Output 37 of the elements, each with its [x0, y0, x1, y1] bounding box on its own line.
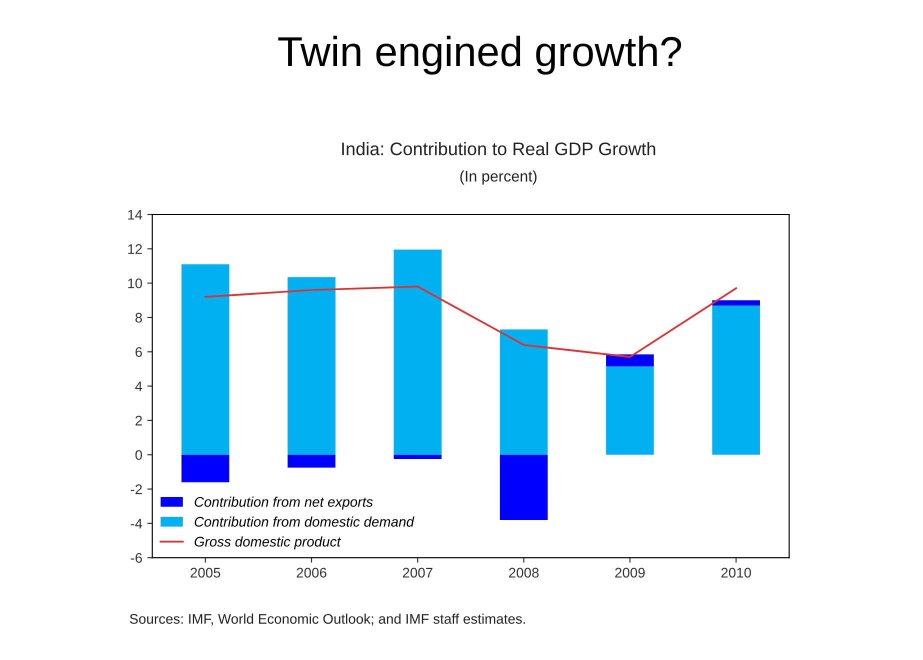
y-tick-label: -2 — [130, 484, 142, 494]
bar — [606, 354, 654, 366]
y-tick-label: 2 — [136, 416, 142, 426]
bar — [712, 300, 760, 306]
x-tick-label: 2007 — [402, 568, 432, 578]
bar — [394, 454, 442, 460]
y-tick-label: 14 — [128, 210, 142, 220]
legend-label: Gross domestic product — [194, 536, 342, 550]
bar — [288, 277, 336, 455]
y-tick-label: 0 — [135, 450, 142, 460]
bar — [181, 454, 230, 482]
x-tick-label: 2010 — [721, 568, 751, 578]
legend-label: Contribution from net exports — [194, 496, 373, 510]
bar — [712, 305, 760, 455]
text: Twin engined growth? — [278, 36, 682, 75]
y-tick-label: 10 — [128, 278, 142, 288]
source-note: Sources: IMF, World Economic Outlook; and IMF staff estimates. — [130, 614, 525, 626]
x-tick-label: 2006 — [296, 568, 326, 578]
x-tick-label: 2009 — [615, 568, 645, 578]
x-tick-label: 2005 — [190, 568, 220, 578]
bar — [394, 250, 442, 455]
y-tick-label: 4 — [135, 382, 142, 392]
chart-subtitle: (In percent) — [460, 170, 537, 185]
y-tick-label: 12 — [128, 244, 142, 254]
bar — [288, 454, 336, 468]
legend-label: Contribution from domestic demand — [194, 516, 414, 527]
line-series — [204, 286, 737, 358]
bar — [606, 366, 654, 455]
x-tick-label: 2008 — [509, 568, 539, 578]
bar — [500, 454, 548, 520]
y-tick-label: -4 — [130, 518, 142, 528]
bar — [500, 329, 548, 455]
y-tick-label: -6 — [130, 553, 142, 563]
chart-title: India: Contribution to Real GDP Growth — [342, 142, 656, 156]
bar — [181, 264, 230, 455]
y-tick-label: 8 — [135, 312, 142, 323]
y-tick-label: 6 — [136, 347, 142, 357]
